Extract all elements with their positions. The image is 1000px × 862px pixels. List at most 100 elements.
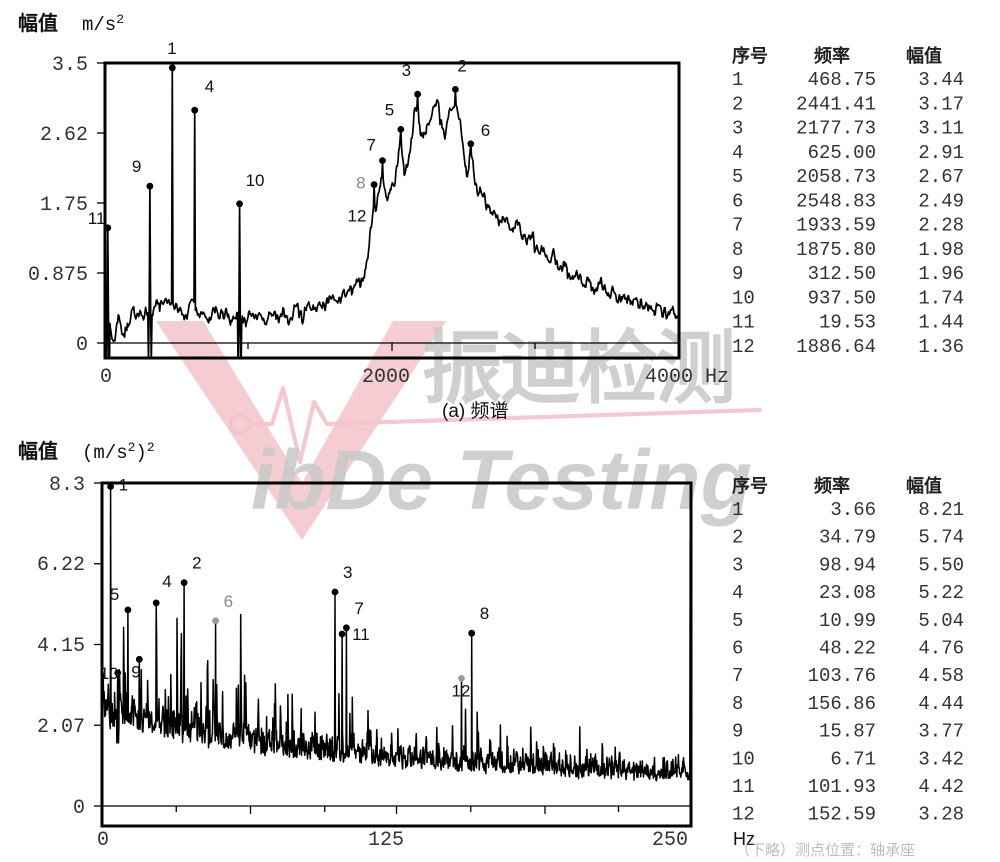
svg-text:5: 5: [732, 166, 743, 188]
svg-text:2.67: 2.67: [918, 166, 964, 188]
svg-text:2: 2: [457, 56, 466, 75]
svg-text:152.59: 152.59: [808, 804, 876, 826]
svg-text:250: 250: [652, 829, 688, 852]
svg-text:11: 11: [732, 312, 755, 334]
svg-text:1: 1: [732, 499, 743, 521]
svg-text:1.75: 1.75: [40, 194, 88, 217]
svg-text:0: 0: [73, 797, 85, 820]
svg-text:5.50: 5.50: [918, 554, 964, 576]
svg-text:19.53: 19.53: [819, 312, 876, 334]
svg-text:3.44: 3.44: [918, 69, 964, 91]
svg-text:6: 6: [481, 121, 490, 140]
svg-text:（下略）测点位置：轴承座: （下略）测点位置：轴承座: [735, 842, 915, 859]
svg-text:15.87: 15.87: [819, 721, 876, 743]
svg-text:103.76: 103.76: [808, 665, 876, 687]
svg-text:9: 9: [131, 662, 140, 681]
svg-text:6: 6: [732, 190, 743, 212]
svg-text:3: 3: [343, 563, 352, 582]
svg-text:幅值: 幅值: [18, 439, 58, 463]
svg-text:0: 0: [97, 829, 109, 852]
svg-text:3.5: 3.5: [52, 54, 88, 77]
svg-text:312.50: 312.50: [808, 263, 876, 285]
svg-text:98.94: 98.94: [819, 554, 876, 576]
svg-text:ibDe Testing: ibDe Testing: [251, 433, 752, 527]
svg-text:3.28: 3.28: [918, 804, 964, 826]
svg-text:10: 10: [732, 748, 755, 770]
svg-text:48.22: 48.22: [819, 638, 876, 660]
svg-text:2000: 2000: [362, 366, 410, 389]
svg-text:序号: 序号: [732, 45, 768, 66]
svg-text:3: 3: [732, 118, 743, 140]
svg-text:2.07: 2.07: [37, 716, 85, 739]
svg-text:12: 12: [732, 804, 755, 826]
svg-text:5.04: 5.04: [918, 610, 964, 632]
svg-text:5: 5: [110, 585, 119, 604]
svg-text:3.42: 3.42: [918, 748, 964, 770]
svg-text:12: 12: [732, 336, 755, 358]
svg-text:8.21: 8.21: [918, 499, 964, 521]
svg-text:9: 9: [732, 721, 743, 743]
svg-text:3.11: 3.11: [918, 118, 964, 140]
svg-text:幅值: 幅值: [906, 45, 942, 66]
svg-text:2.28: 2.28: [918, 215, 964, 237]
svg-text:12: 12: [348, 206, 367, 225]
svg-text:4: 4: [732, 142, 743, 164]
svg-text:3: 3: [732, 554, 743, 576]
svg-text:34.79: 34.79: [819, 527, 876, 549]
svg-text:10: 10: [246, 171, 265, 190]
svg-text:8: 8: [356, 174, 365, 193]
svg-text:4.44: 4.44: [918, 693, 964, 715]
svg-text:8: 8: [480, 604, 489, 623]
svg-text:幅值: 幅值: [906, 475, 942, 496]
svg-text:(a) 频谱: (a) 频谱: [442, 400, 509, 422]
svg-text:5: 5: [732, 610, 743, 632]
svg-text:0: 0: [100, 366, 112, 389]
svg-text:8: 8: [732, 239, 743, 261]
svg-text:625.00: 625.00: [808, 142, 876, 164]
svg-text:4: 4: [732, 582, 743, 604]
svg-text:1.98: 1.98: [918, 239, 964, 261]
svg-text:1933.59: 1933.59: [796, 215, 876, 237]
svg-text:156.86: 156.86: [808, 693, 876, 715]
svg-text:6.22: 6.22: [37, 554, 85, 577]
svg-text:3.66: 3.66: [830, 499, 876, 521]
svg-text:8: 8: [732, 693, 743, 715]
svg-text:2: 2: [732, 527, 743, 549]
svg-text:1886.64: 1886.64: [796, 336, 876, 358]
svg-text:4: 4: [205, 77, 214, 96]
svg-text:0.875: 0.875: [28, 264, 88, 287]
svg-text:1.44: 1.44: [918, 312, 964, 334]
svg-text:1: 1: [732, 69, 743, 91]
svg-text:9: 9: [132, 157, 141, 176]
svg-text:10.99: 10.99: [819, 610, 876, 632]
svg-text:5: 5: [385, 100, 394, 119]
svg-text:4000 Hz: 4000 Hz: [645, 366, 729, 389]
svg-text:2: 2: [192, 554, 201, 573]
svg-text:6.71: 6.71: [830, 748, 876, 770]
svg-text:1.74: 1.74: [918, 287, 964, 309]
svg-text:1875.80: 1875.80: [796, 239, 876, 261]
svg-text:125: 125: [368, 829, 404, 852]
svg-text:(m/s2)2: (m/s2)2: [82, 440, 155, 465]
svg-text:序号: 序号: [732, 475, 768, 496]
svg-text:6: 6: [732, 638, 743, 660]
svg-text:11: 11: [732, 776, 755, 798]
svg-text:2058.73: 2058.73: [796, 166, 876, 188]
svg-text:11: 11: [352, 625, 370, 644]
svg-text:2.49: 2.49: [918, 190, 964, 212]
svg-text:频率: 频率: [814, 45, 850, 66]
svg-text:11: 11: [88, 209, 106, 228]
svg-text:2.91: 2.91: [918, 142, 964, 164]
svg-text:1: 1: [167, 39, 176, 58]
svg-text:4.58: 4.58: [918, 665, 964, 687]
svg-text:4.42: 4.42: [918, 776, 964, 798]
svg-text:6: 6: [224, 592, 233, 611]
svg-text:468.75: 468.75: [808, 69, 876, 91]
svg-text:10: 10: [732, 287, 755, 309]
svg-text:8.3: 8.3: [49, 474, 85, 497]
svg-text:4: 4: [162, 572, 171, 591]
svg-text:2177.73: 2177.73: [796, 118, 876, 140]
svg-text:1: 1: [119, 476, 128, 495]
svg-text:0: 0: [76, 334, 88, 357]
svg-text:7: 7: [732, 215, 743, 237]
